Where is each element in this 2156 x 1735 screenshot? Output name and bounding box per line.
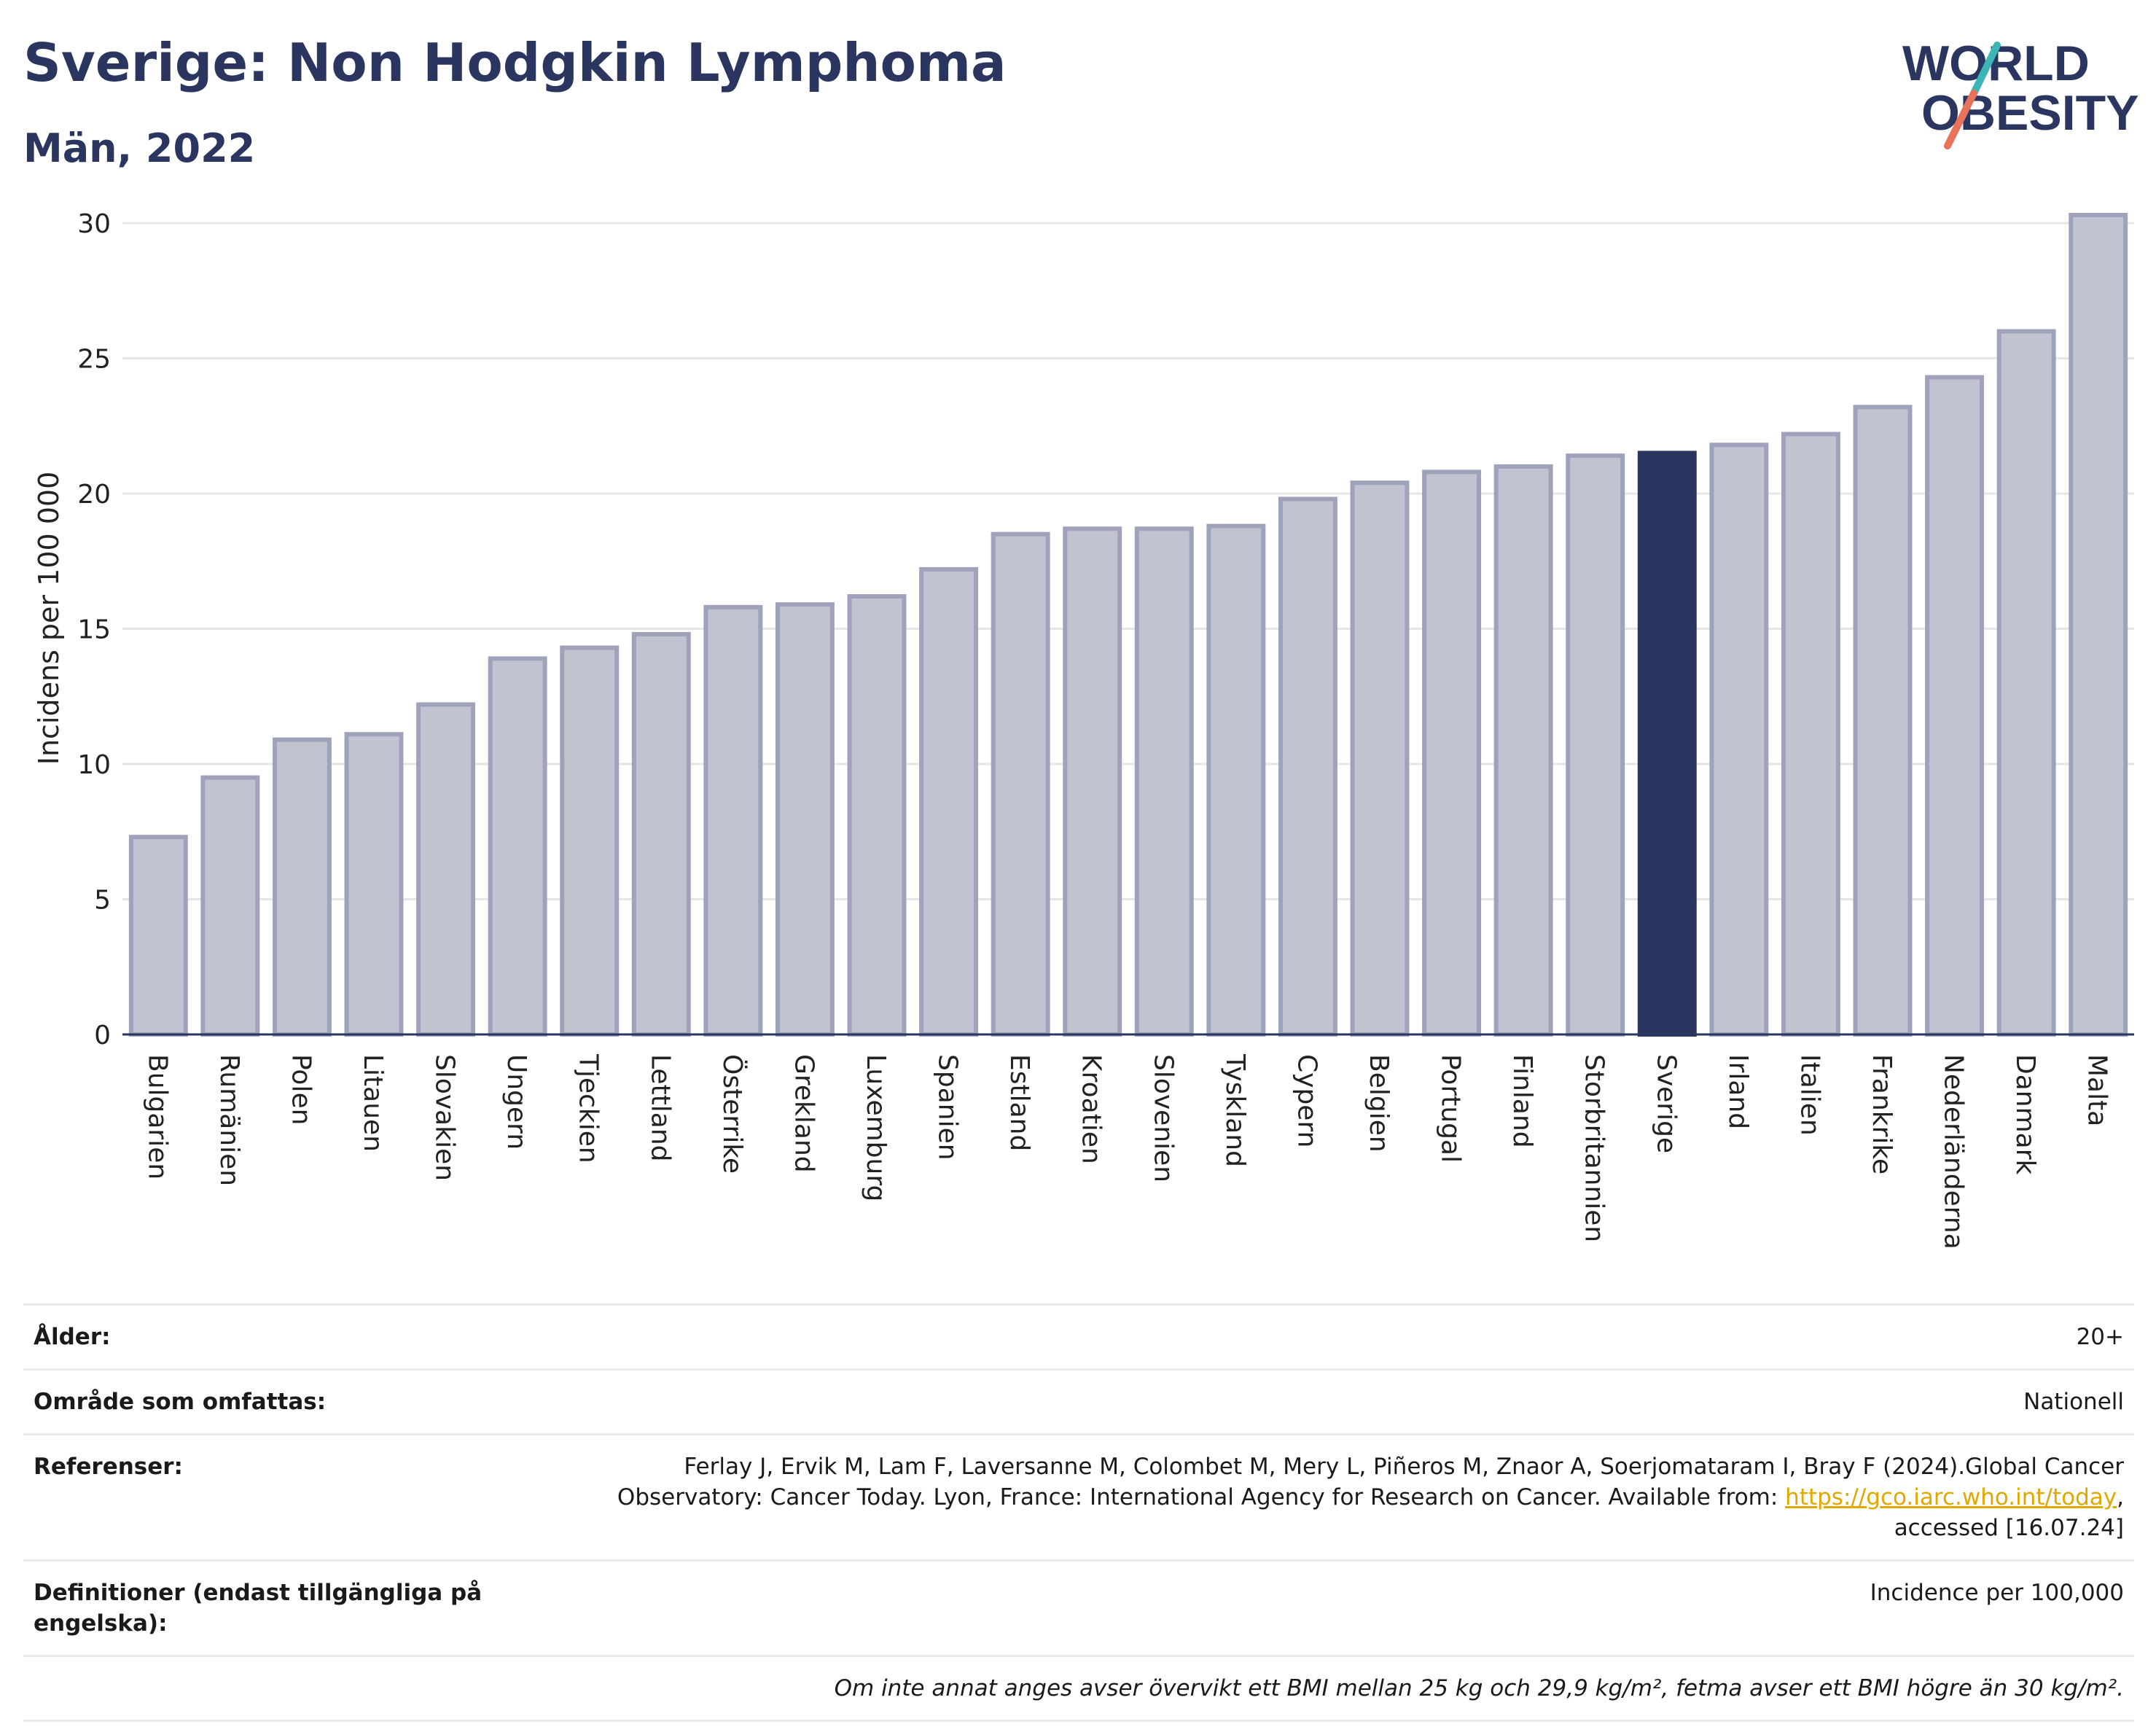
x-tick-label: Tyskland <box>1220 1053 1250 1167</box>
x-tick-label: Luxemburg <box>861 1054 891 1201</box>
footnote: Om inte annat anges avser övervikt ett B… <box>834 1675 2124 1701</box>
x-tick-label: Portugal <box>1436 1054 1466 1163</box>
x-tick-label: Österrike <box>717 1054 748 1174</box>
bar-belgien <box>1350 480 1410 1037</box>
reference-link[interactable]: https://gco.iarc.who.int/today <box>1785 1484 2117 1510</box>
bar-danmark <box>1996 329 2056 1037</box>
bar-tyskland <box>1206 523 1266 1037</box>
bar-bulgarien <box>128 835 188 1037</box>
y-tick-label: 0 <box>94 1021 111 1050</box>
bar-estland <box>991 531 1050 1037</box>
bar-nederländerna <box>1925 375 1985 1037</box>
x-tick-label: Italien <box>1794 1054 1824 1136</box>
bar-portugal <box>1422 469 1482 1037</box>
bar-tjeckien <box>560 645 620 1037</box>
bar-chart: 0 5 10 15 20 25 30 Incidens per 100 000 Bulgar… <box>33 209 2134 1249</box>
x-tick-label: Estland <box>1004 1054 1034 1151</box>
y-tick-label: 20 <box>77 480 111 510</box>
bars <box>128 212 2128 1037</box>
bar-luxemburg <box>847 594 907 1037</box>
bar-grekland <box>775 602 835 1037</box>
world-obesity-logo: WORLD OBESITY <box>1902 36 2139 149</box>
bar-österrike <box>703 604 763 1037</box>
x-tick-label: Malta <box>2082 1054 2112 1126</box>
x-tick-label: Sverige <box>1651 1054 1681 1153</box>
x-tick-label: Nederländerna <box>1939 1054 1969 1249</box>
bar-rumänien <box>200 775 260 1037</box>
bar-ungern <box>488 656 547 1037</box>
bar-finland <box>1493 464 1553 1037</box>
x-tick-labels: Bulgarien Rumänien Polen Litauen Slovakien Un… <box>142 1053 2112 1249</box>
y-axis-label: Incidens per 100 000 <box>33 472 65 765</box>
info-row-footnote: Om inte annat anges avser övervikt ett B… <box>23 1655 2134 1722</box>
x-tick-label: Bulgarien <box>142 1054 172 1180</box>
x-tick-label: Belgien <box>1364 1054 1394 1153</box>
bar-malta <box>2069 212 2128 1037</box>
references-label: Referenser: <box>34 1454 183 1480</box>
definitions-label: Definitioner (endast tillgängliga på eng… <box>34 1580 483 1637</box>
chart-title: Sverige: Non Hodgkin Lymphoma <box>23 32 1007 93</box>
y-tick-label: 5 <box>94 886 111 916</box>
x-tick-label: Slovenien <box>1148 1054 1178 1182</box>
x-tick-label: Cypern <box>1292 1054 1321 1147</box>
x-tick-label: Spanien <box>933 1054 963 1161</box>
x-tick-label: Ungern <box>501 1054 531 1150</box>
definitions-value: Incidence per 100,000 <box>1870 1580 2124 1606</box>
y-tick-label: 10 <box>77 750 111 780</box>
y-tick-label: 25 <box>77 345 111 375</box>
y-tick-label: 15 <box>77 615 111 645</box>
area-label: Område som omfattas: <box>34 1389 327 1415</box>
x-tick-label: Storbritannien <box>1579 1054 1609 1242</box>
age-label: Ålder: <box>34 1324 111 1350</box>
bar-spanien <box>919 566 979 1037</box>
y-tick-labels: 0 5 10 15 20 25 30 <box>77 209 111 1050</box>
bar-kroatien <box>1063 526 1122 1037</box>
info-row-age: Ålder: 20+ <box>23 1303 2134 1368</box>
x-tick-label: Danmark <box>2010 1054 2040 1175</box>
area-value: Nationell <box>2023 1389 2124 1415</box>
info-row-references: Referenser: Ferlay J, Ervik M, Lam F, La… <box>23 1433 2134 1559</box>
bar-polen <box>272 737 332 1037</box>
x-tick-label: Finland <box>1507 1054 1537 1148</box>
x-tick-label: Slovakien <box>430 1054 460 1181</box>
bar-slovakien <box>416 702 476 1037</box>
bar-storbritannien <box>1566 453 1625 1037</box>
bar-irland <box>1709 442 1769 1037</box>
reference-comma: , <box>2117 1484 2124 1510</box>
info-row-area: Område som omfattas: Nationell <box>23 1368 2134 1433</box>
bar-litauen <box>344 732 404 1037</box>
x-tick-label: Litauen <box>358 1054 388 1152</box>
bar-cypern <box>1278 496 1337 1037</box>
x-tick-label: Grekland <box>789 1054 819 1173</box>
bar-frankrike <box>1853 405 1913 1037</box>
references-value: Ferlay J, Ervik M, Lam F, Laversanne M, … <box>617 1451 2124 1543</box>
x-tick-label: Tjeckien <box>574 1053 604 1163</box>
info-table: Ålder: 20+ Område som omfattas: Nationel… <box>23 1303 2134 1722</box>
age-value: 20+ <box>2076 1324 2124 1350</box>
logo-slash-top <box>1970 42 2001 97</box>
info-row-definitions: Definitioner (endast tillgängliga på eng… <box>23 1559 2134 1655</box>
x-tick-label: Kroatien <box>1077 1054 1106 1164</box>
logo-slash-bottom <box>1944 90 1977 149</box>
x-tick-label: Rumänien <box>214 1054 244 1186</box>
x-tick-label: Frankrike <box>1867 1054 1897 1174</box>
bar-sverige <box>1637 451 1697 1037</box>
x-tick-label: Polen <box>286 1054 316 1125</box>
reference-text-line1: Ferlay J, Ervik M, Lam F, Laversanne M, … <box>684 1454 2124 1480</box>
x-tick-label: Lettland <box>645 1054 675 1162</box>
bar-slovenien <box>1134 526 1194 1037</box>
x-tick-label: Irland <box>1723 1054 1753 1129</box>
reference-text-line2: Observatory: Cancer Today. Lyon, France:… <box>617 1484 1786 1510</box>
reference-accessed: accessed [16.07.24] <box>1894 1515 2124 1541</box>
bar-italien <box>1781 432 1840 1037</box>
y-tick-label: 30 <box>77 209 111 239</box>
bar-lettland <box>631 631 691 1037</box>
chart-subtitle: Män, 2022 <box>23 125 256 171</box>
